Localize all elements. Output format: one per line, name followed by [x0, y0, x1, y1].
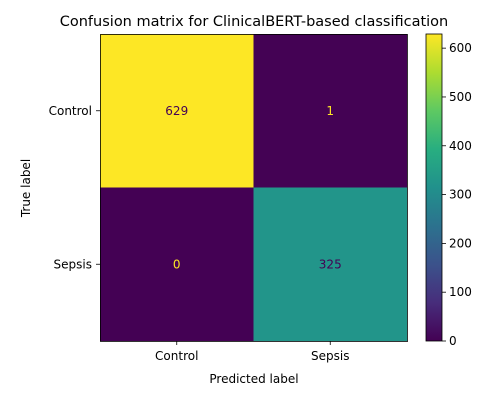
- colorbar-tick-label: 300: [449, 188, 472, 202]
- cell-value-label: 1: [326, 104, 334, 118]
- plot-frame: [100, 34, 408, 342]
- heatmap-cell: [100, 187, 254, 341]
- x-tick-label: Sepsis: [311, 349, 349, 363]
- colorbar-tick-label: 500: [449, 90, 472, 104]
- y-axis: Control Sepsis: [49, 104, 100, 271]
- cell-value-label: 629: [165, 104, 188, 118]
- heatmap-cell: [100, 34, 254, 188]
- colorbar-tick-label: 600: [449, 41, 472, 55]
- y-tick-label: Sepsis: [54, 257, 92, 271]
- colorbar-axis: 0 100 200 300 400 500 600: [442, 41, 472, 348]
- colorbar: [425, 33, 443, 342]
- heatmap-cells: 629 1 0 325: [100, 34, 407, 341]
- colorbar-tick-label: 200: [449, 236, 472, 250]
- colorbar-tick-label: 400: [449, 139, 472, 153]
- heatmap-cell: [253, 187, 407, 341]
- heatmap-cell: [253, 34, 407, 188]
- cell-value-label: 325: [319, 257, 342, 271]
- colorbar-tick-label: 100: [449, 285, 472, 299]
- x-tick-label: Control: [155, 349, 198, 363]
- cell-value-label: 0: [173, 257, 181, 271]
- colorbar-tick-label: 0: [449, 334, 457, 348]
- chart-title: Confusion matrix for ClinicalBERT-based …: [60, 14, 449, 30]
- y-axis-label: True label: [19, 159, 33, 218]
- x-axis-label: Predicted label: [209, 372, 298, 386]
- y-tick-label: Control: [49, 104, 92, 118]
- x-axis: Control Sepsis: [155, 341, 349, 363]
